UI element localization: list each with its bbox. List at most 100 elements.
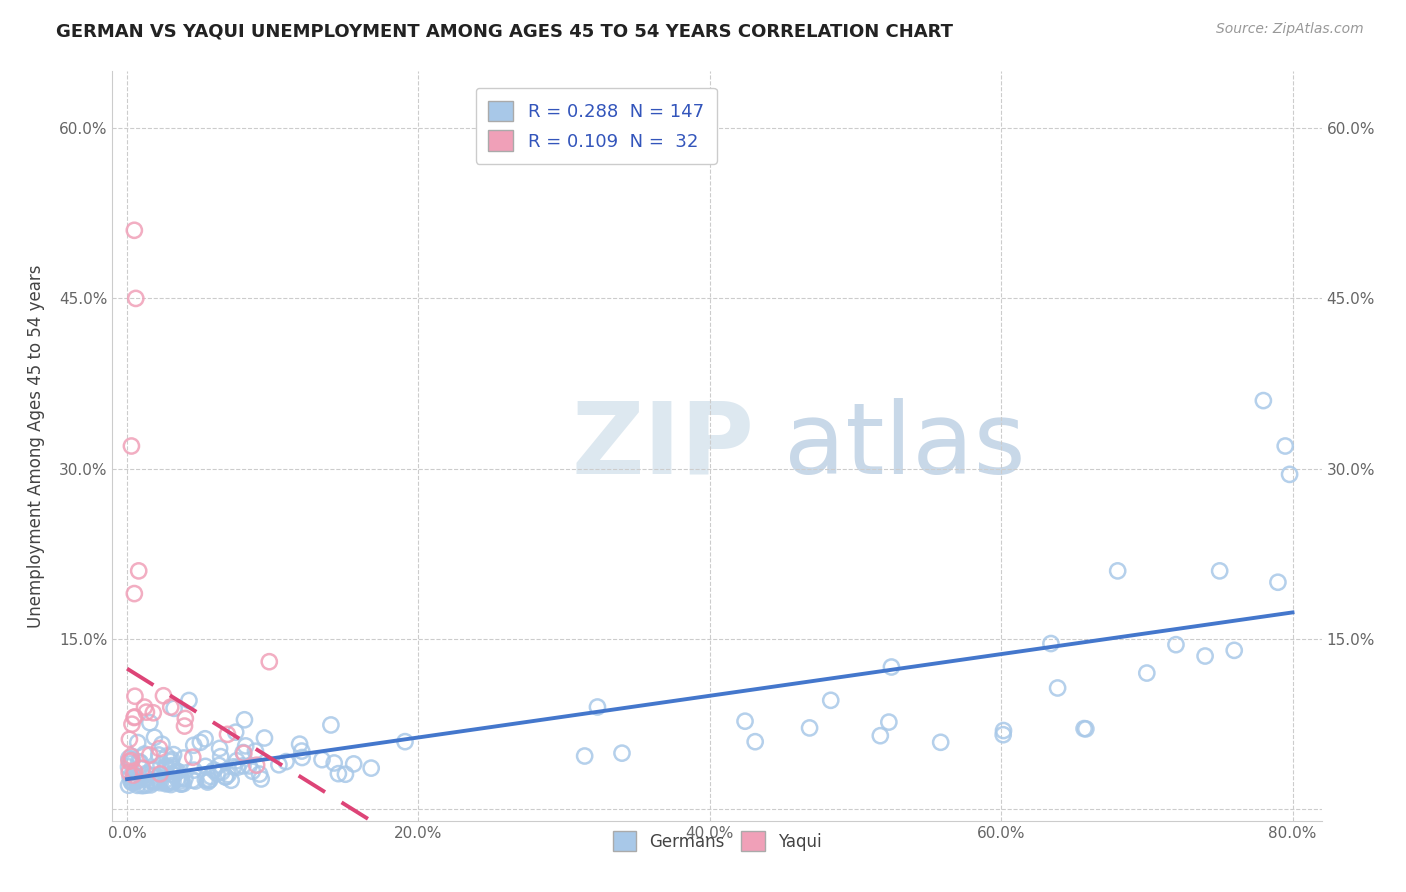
Point xyxy=(165,764,187,779)
Point xyxy=(128,564,150,578)
Point xyxy=(209,749,232,764)
Point xyxy=(134,700,156,714)
Point xyxy=(120,774,142,789)
Point xyxy=(160,758,183,772)
Point xyxy=(574,749,596,764)
Point xyxy=(148,773,170,788)
Point xyxy=(799,721,821,735)
Point xyxy=(288,737,311,751)
Point xyxy=(128,755,150,769)
Point xyxy=(174,711,197,725)
Point xyxy=(121,717,143,731)
Point xyxy=(156,772,179,787)
Point xyxy=(166,772,188,786)
Point xyxy=(122,710,145,724)
Point xyxy=(148,741,170,756)
Point xyxy=(173,719,195,733)
Point xyxy=(170,772,193,786)
Point xyxy=(134,747,156,761)
Point xyxy=(222,760,245,774)
Point xyxy=(120,770,142,784)
Point xyxy=(159,755,181,769)
Point xyxy=(139,715,162,730)
Point xyxy=(160,774,183,789)
Point xyxy=(160,753,183,767)
Point xyxy=(141,769,163,783)
Point xyxy=(162,761,184,775)
Point xyxy=(1278,467,1301,482)
Point xyxy=(219,773,242,788)
Point xyxy=(124,710,146,724)
Point xyxy=(165,765,187,780)
Point xyxy=(122,772,145,786)
Point xyxy=(394,734,416,748)
Point xyxy=(142,775,165,789)
Point xyxy=(132,779,155,793)
Point xyxy=(869,729,891,743)
Point xyxy=(242,764,264,779)
Point xyxy=(121,773,143,788)
Point xyxy=(1039,636,1062,650)
Point xyxy=(174,772,197,786)
Point xyxy=(880,660,903,674)
Point xyxy=(744,734,766,748)
Point xyxy=(184,774,207,789)
Point xyxy=(143,731,166,745)
Point xyxy=(208,741,231,756)
Point xyxy=(586,700,609,714)
Point xyxy=(146,770,169,784)
Point xyxy=(172,776,194,790)
Text: GERMAN VS YAQUI UNEMPLOYMENT AMONG AGES 45 TO 54 YEARS CORRELATION CHART: GERMAN VS YAQUI UNEMPLOYMENT AMONG AGES … xyxy=(56,22,953,40)
Point xyxy=(208,758,231,772)
Point xyxy=(1107,564,1129,578)
Point xyxy=(156,776,179,790)
Point xyxy=(311,753,333,767)
Point xyxy=(118,765,141,780)
Point xyxy=(142,763,165,777)
Point xyxy=(117,760,139,774)
Point xyxy=(163,768,186,782)
Point xyxy=(162,775,184,789)
Point xyxy=(246,758,269,772)
Text: Source: ZipAtlas.com: Source: ZipAtlas.com xyxy=(1216,22,1364,37)
Point xyxy=(1208,564,1230,578)
Point xyxy=(198,773,221,788)
Point xyxy=(170,777,193,791)
Point xyxy=(124,690,146,704)
Point xyxy=(162,747,184,762)
Point xyxy=(163,701,186,715)
Point xyxy=(135,705,157,719)
Point xyxy=(250,772,273,786)
Point xyxy=(160,778,183,792)
Point xyxy=(157,774,180,789)
Point xyxy=(120,754,142,768)
Point xyxy=(1194,648,1216,663)
Point xyxy=(117,778,139,792)
Point xyxy=(121,752,143,766)
Point xyxy=(226,760,249,774)
Point xyxy=(129,756,152,770)
Point xyxy=(1136,666,1159,681)
Point xyxy=(1164,638,1187,652)
Point xyxy=(232,759,254,773)
Point xyxy=(122,768,145,782)
Point xyxy=(188,735,211,749)
Point xyxy=(225,725,247,739)
Point xyxy=(159,700,181,714)
Point xyxy=(233,713,256,727)
Point xyxy=(734,714,756,729)
Point xyxy=(198,772,221,787)
Point xyxy=(120,439,142,453)
Point xyxy=(170,773,193,788)
Point xyxy=(152,689,174,703)
Point xyxy=(181,773,204,788)
Point xyxy=(127,774,149,789)
Legend: Germans, Yaqui: Germans, Yaqui xyxy=(606,825,828,857)
Point xyxy=(205,766,228,780)
Point xyxy=(194,759,217,773)
Point xyxy=(343,756,366,771)
Point xyxy=(877,715,900,730)
Point xyxy=(173,751,195,765)
Point xyxy=(121,775,143,789)
Point xyxy=(291,744,314,758)
